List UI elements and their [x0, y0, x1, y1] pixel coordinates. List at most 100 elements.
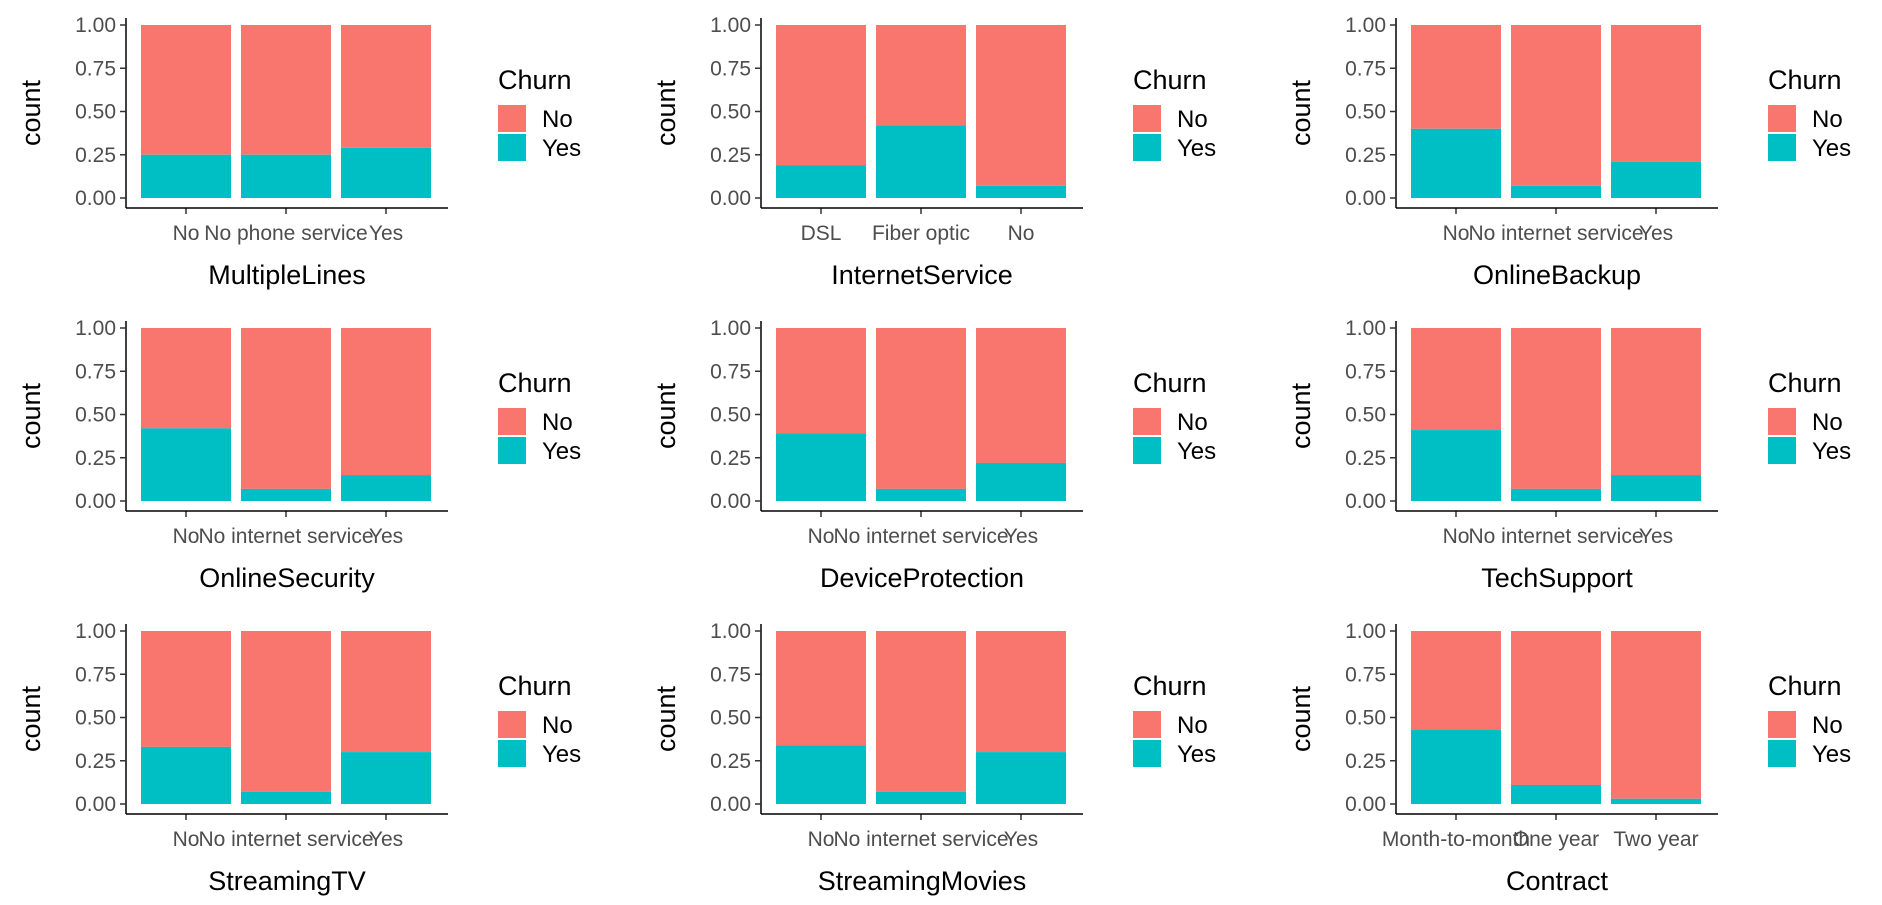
y-axis-title: count — [16, 382, 46, 449]
bar-no-0 — [776, 328, 866, 434]
bar-yes-0 — [776, 165, 866, 198]
bar-yes-1 — [1511, 185, 1601, 198]
legend-title: Churn — [498, 671, 572, 701]
x-axis-title: DeviceProtection — [820, 563, 1024, 593]
bar-no-2 — [976, 328, 1066, 463]
x-tick-label: No — [808, 828, 835, 851]
x-tick-label: No — [1008, 222, 1035, 245]
bar-yes-2 — [341, 475, 431, 501]
legend-label-no: No — [1177, 712, 1208, 739]
y-tick-label: 0.75 — [710, 57, 751, 80]
legend-label-yes: Yes — [1812, 741, 1851, 768]
y-tick-label: 0.25 — [75, 750, 116, 773]
y-tick-label: 0.50 — [75, 101, 116, 124]
y-axis-title: count — [651, 685, 681, 752]
y-tick-label: 0.75 — [1345, 360, 1386, 383]
legend-swatch-yes — [1133, 134, 1161, 161]
x-tick-label: Yes — [1639, 525, 1673, 548]
x-tick-label: Two year — [1613, 828, 1698, 851]
bar-yes-1 — [876, 488, 966, 501]
y-tick-label: 0.25 — [710, 144, 751, 167]
bar-no-0 — [1411, 328, 1501, 431]
x-tick-label: DSL — [801, 222, 842, 245]
x-tick-label: Month-to-month — [1382, 828, 1530, 851]
legend-label-yes: Yes — [542, 135, 581, 162]
legend-label-no: No — [542, 712, 573, 739]
y-tick-label: 0.00 — [710, 793, 751, 816]
legend-label-no: No — [1177, 409, 1208, 436]
x-tick-label: Yes — [369, 828, 403, 851]
bar-no-2 — [1611, 328, 1701, 476]
y-tick-label: 0.00 — [75, 187, 116, 210]
bar-no-1 — [1511, 631, 1601, 785]
x-tick-label: Yes — [1639, 222, 1673, 245]
facet-panel-multiplelines: No No phone service Yes0.000.250.500.751.0… — [16, 14, 581, 290]
facet-panel-internetservice: DSL Fiber optic No 0.00 0.25 0.50 0.75 1.00 Inte… — [651, 14, 1216, 290]
x-axis-title: StreamingMovies — [818, 866, 1027, 896]
bar-yes-1 — [1511, 488, 1601, 501]
bar-yes-2 — [976, 752, 1066, 804]
x-tick-label: No internet service — [1468, 222, 1643, 245]
bar-yes-1 — [241, 488, 331, 501]
bar-no-1 — [876, 328, 966, 489]
y-tick-label: 0.50 — [1345, 707, 1386, 730]
y-tick-label: 0.50 — [1345, 404, 1386, 427]
y-tick-label: 0.00 — [710, 187, 751, 210]
x-tick-label: No internet service — [198, 828, 373, 851]
x-tick-label: No — [1443, 525, 1470, 548]
bar-yes-2 — [1611, 475, 1701, 501]
y-tick-label: 0.25 — [75, 144, 116, 167]
y-axis-title: count — [1286, 685, 1316, 752]
y-tick-label: 0.25 — [75, 447, 116, 470]
bar-no-1 — [876, 25, 966, 126]
y-tick-label: 0.25 — [1345, 144, 1386, 167]
x-tick-label: Yes — [1004, 828, 1038, 851]
bar-yes-2 — [976, 462, 1066, 501]
bar-yes-2 — [341, 147, 431, 198]
y-tick-label: 0.00 — [1345, 793, 1386, 816]
y-axis-title: count — [16, 79, 46, 146]
x-axis-title: Contract — [1506, 866, 1609, 896]
y-tick-label: 0.50 — [710, 707, 751, 730]
x-tick-label: No phone service — [204, 222, 367, 245]
bar-no-0 — [776, 631, 866, 746]
y-tick-label: 0.50 — [75, 707, 116, 730]
x-tick-label: No — [173, 828, 200, 851]
bar-yes-2 — [341, 752, 431, 804]
y-tick-label: 1.00 — [75, 14, 116, 37]
legend-label-yes: Yes — [542, 741, 581, 768]
facet-panel-streamingtv: No No internet serviceYes0.000.250.500.75… — [16, 620, 581, 896]
legend-swatch-yes — [498, 740, 526, 767]
bar-no-2 — [1611, 631, 1701, 799]
legend-title: Churn — [498, 368, 572, 398]
bar-no-1 — [1511, 25, 1601, 186]
legend-label-no: No — [1812, 712, 1843, 739]
y-tick-label: 0.75 — [75, 57, 116, 80]
legend-title: Churn — [1768, 65, 1842, 95]
legend-label-yes: Yes — [1812, 438, 1851, 465]
legend-title: Churn — [1133, 65, 1207, 95]
y-tick-label: 0.75 — [710, 360, 751, 383]
legend-swatch-no — [1133, 711, 1161, 738]
legend-swatch-yes — [498, 437, 526, 464]
legend-swatch-no — [498, 105, 526, 132]
bar-no-2 — [341, 25, 431, 148]
legend-swatch-no — [1768, 408, 1796, 435]
x-tick-label: No internet service — [833, 525, 1008, 548]
facet-panel-streamingmovies: No No internet serviceYes0.000.250.500.75… — [651, 620, 1216, 896]
y-tick-label: 1.00 — [1345, 14, 1386, 37]
bar-no-1 — [876, 631, 966, 792]
bar-no-2 — [341, 328, 431, 476]
y-tick-label: 1.00 — [75, 620, 116, 643]
bar-yes-2 — [976, 185, 1066, 198]
legend-label-no: No — [1177, 106, 1208, 133]
bar-yes-2 — [1611, 798, 1701, 804]
legend-label-no: No — [542, 409, 573, 436]
